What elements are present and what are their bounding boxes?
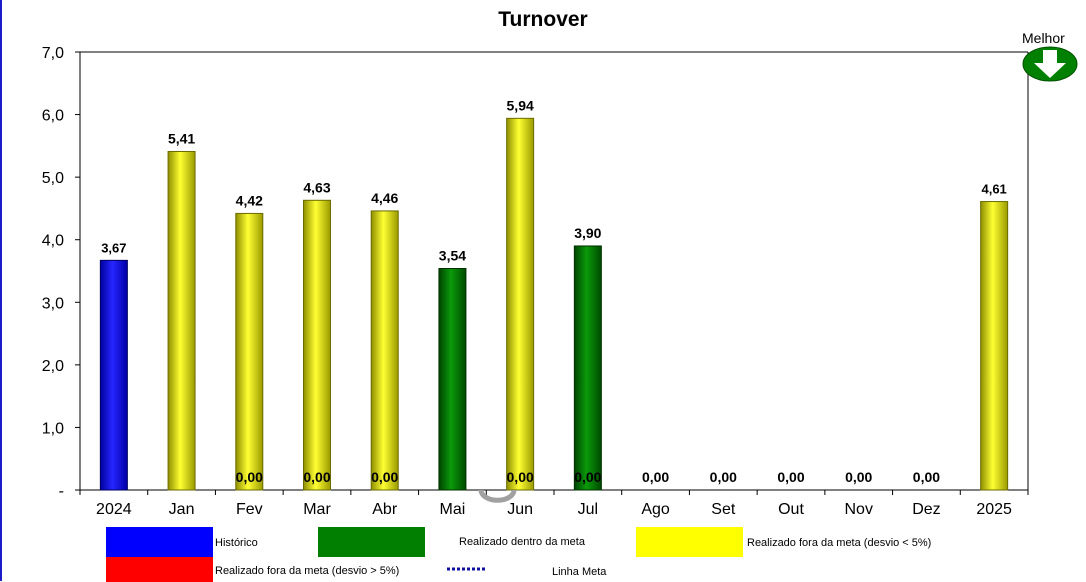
data-label: 3,67 (101, 240, 126, 255)
x-tick-label: 2025 (976, 501, 1012, 518)
data-label: 0,00 (710, 469, 737, 485)
legend-label-meta: Linha Meta (552, 566, 607, 578)
legend-swatch-historico (106, 527, 213, 557)
data-label: 3,90 (574, 225, 601, 241)
y-tick-label: 6,0 (42, 108, 64, 125)
x-tick-label: 2024 (96, 501, 132, 518)
bar-2024 (99, 259, 128, 491)
legend-label-dentro: Realizado dentro da meta (459, 536, 585, 548)
data-label: 0,00 (845, 469, 872, 485)
y-tick-label: 2,0 (42, 358, 64, 375)
data-label: 4,63 (303, 179, 330, 195)
secondary-data-label: 0,00 (507, 469, 534, 485)
y-tick-label: 3,0 (42, 295, 64, 312)
data-label: 0,00 (642, 469, 669, 485)
legend-swatch-fora_menor (636, 527, 743, 557)
arrow-down-glyph (1034, 50, 1066, 78)
secondary-data-label: 0,00 (371, 469, 398, 485)
bar-abr (370, 210, 399, 491)
x-tick-label: Jun (507, 501, 533, 518)
legend-label-historico: Histórico (215, 537, 258, 549)
chart-title: Turnover (498, 8, 588, 31)
x-tick-label: Nov (844, 501, 872, 518)
x-tick-label: Abr (372, 501, 398, 518)
decorative-arc (478, 489, 517, 503)
y-tick-label: 5,0 (42, 170, 64, 187)
legend-swatch-dentro (318, 527, 425, 557)
x-tick-label: Mai (440, 501, 466, 518)
bar-fev (235, 212, 264, 491)
x-tick-label: Jul (578, 501, 598, 518)
y-tick-label: - (59, 483, 64, 500)
y-tick-label: 7,0 (42, 45, 64, 62)
x-tick-label: Mar (303, 501, 331, 518)
data-label: 4,42 (236, 192, 263, 208)
melhor-label: Melhor (1022, 30, 1065, 46)
x-tick-label: Ago (641, 501, 670, 518)
data-label: 0,00 (913, 469, 940, 485)
legend-label-fora_maior: Realizado fora da meta (desvio > 5%) (215, 565, 400, 577)
legend-swatch-fora_maior (106, 557, 213, 582)
x-tick-label: Out (778, 501, 804, 518)
bar-jun (506, 117, 535, 491)
bar-jan (167, 150, 196, 491)
data-label: 5,94 (507, 97, 534, 113)
bar-mai (438, 267, 467, 491)
secondary-data-label: 0,00 (303, 469, 330, 485)
data-label: 0,00 (777, 469, 804, 485)
x-tick-label: Set (711, 501, 736, 518)
secondary-data-label: 0,00 (574, 469, 601, 485)
x-tick-label: Fev (236, 501, 263, 518)
melhor-indicator (1022, 46, 1078, 82)
data-label: 4,46 (371, 190, 398, 206)
bar-mar (303, 199, 331, 491)
data-label: 5,41 (168, 130, 195, 146)
y-tick-label: 4,0 (42, 233, 64, 250)
data-label: 3,54 (439, 247, 466, 263)
data-label: 4,61 (981, 182, 1006, 197)
x-tick-label: Jan (169, 501, 195, 518)
x-tick-label: Dez (912, 501, 940, 518)
bar-2025 (980, 201, 1009, 491)
y-tick-label: 1,0 (42, 420, 64, 437)
legend-label-fora_menor: Realizado fora da meta (desvio < 5%) (747, 537, 932, 549)
bar-jul (573, 245, 602, 491)
secondary-data-label: 0,00 (236, 469, 263, 485)
